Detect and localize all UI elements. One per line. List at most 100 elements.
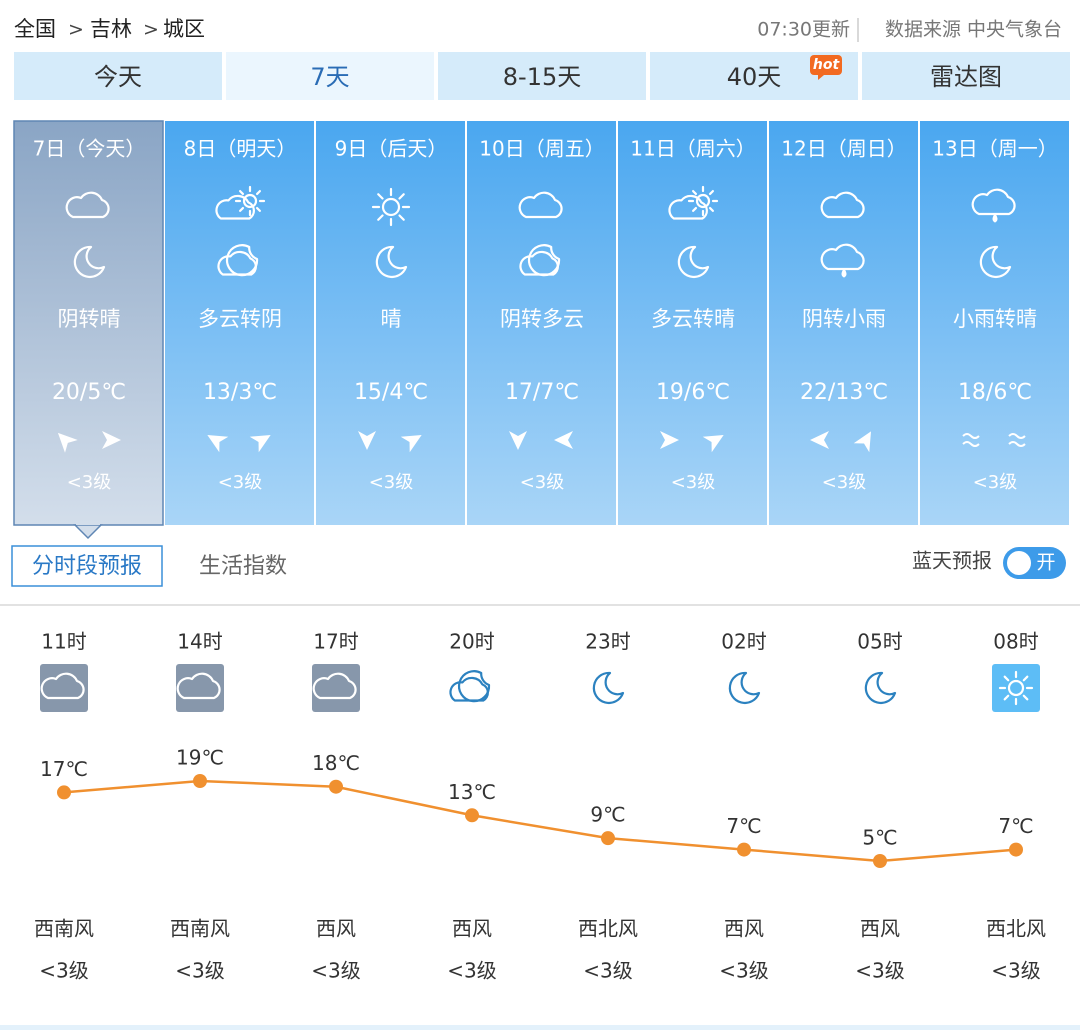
sun-ray — [398, 193, 405, 200]
temperature-label: 9℃ — [590, 803, 625, 827]
sun-ray — [1022, 694, 1029, 701]
sun-ray — [398, 214, 405, 221]
day-temp: 18/6℃ — [958, 380, 1032, 405]
hot-badge-tail — [818, 75, 824, 80]
cloud-shape — [65, 191, 110, 219]
wind-wave — [962, 433, 980, 439]
sun-ray — [377, 214, 384, 221]
subtab-active[interactable] — [11, 545, 163, 587]
wind-wave — [962, 441, 980, 447]
day-wind: <3级 — [671, 472, 716, 493]
day-weather: 阴转小雨 — [802, 307, 886, 331]
day-card[interactable] — [165, 121, 314, 525]
tab-label: 今天 — [94, 63, 142, 91]
wind-arrow — [400, 435, 422, 453]
day-card[interactable] — [13, 120, 164, 526]
wind-arrow — [207, 435, 229, 453]
moon-shape — [375, 245, 408, 279]
day-wind: <3级 — [822, 472, 867, 493]
icon-box — [176, 664, 224, 712]
blue-sky-label: 蓝天预报 — [912, 549, 992, 573]
hour-wind-direction: 西风 — [316, 917, 356, 941]
wind-arrow — [810, 431, 829, 449]
temperature-label: 5℃ — [862, 826, 897, 850]
tab[interactable] — [226, 52, 434, 100]
hour-label: 05时 — [857, 630, 902, 654]
day-card[interactable] — [467, 121, 616, 525]
hour-label: 08时 — [993, 630, 1038, 654]
cloud-shape — [519, 250, 559, 276]
wind-arrow — [853, 431, 871, 453]
breadcrumb-item: 全国 — [14, 17, 56, 41]
tab-label: 雷达图 — [930, 63, 1002, 91]
day-wind: <3级 — [369, 472, 414, 493]
hour-wind-level: <3级 — [583, 959, 632, 983]
breadcrumb-separator: > — [68, 19, 84, 41]
hour-wind-level: <3级 — [175, 959, 224, 983]
temperature-label: 17℃ — [40, 757, 88, 781]
cloud-shape — [449, 676, 489, 702]
icon-box — [40, 664, 88, 712]
cloud-shape — [668, 194, 708, 220]
day-card[interactable] — [769, 121, 918, 525]
toggle-text: 开 — [1036, 552, 1055, 574]
day-temp: 17/7℃ — [505, 380, 579, 405]
hour-wind-direction: 西南风 — [170, 917, 230, 941]
wind-wave — [1008, 441, 1026, 447]
temperature-point — [737, 842, 751, 857]
breadcrumb-item: 城区 — [163, 17, 205, 41]
day-weather: 小雨转晴 — [953, 307, 1037, 331]
day-weather: 晴 — [381, 307, 402, 331]
rain-drop — [992, 213, 998, 223]
day-wind: <3级 — [67, 472, 112, 493]
hour-wind-direction: 西北风 — [578, 917, 638, 941]
hour-label: 14时 — [177, 630, 222, 654]
day-date: 8日（明天） — [184, 137, 297, 161]
tab[interactable] — [862, 52, 1070, 100]
tab[interactable] — [438, 52, 646, 100]
hour-wind-level: <3级 — [991, 959, 1040, 983]
temperature-point — [465, 808, 479, 823]
breadcrumb-separator: > — [143, 19, 159, 41]
breadcrumb-item: 吉林 — [90, 17, 132, 41]
sun-shape — [1007, 679, 1025, 697]
cloud-shape — [40, 672, 85, 700]
sun-ray — [1003, 675, 1010, 682]
hour-label: 23时 — [585, 630, 630, 654]
temperature-line — [63, 779, 1017, 863]
cloud-shape — [217, 250, 257, 276]
moon-shape — [864, 671, 897, 705]
sun-ray — [255, 206, 261, 212]
sun-shape — [242, 193, 258, 209]
update-time: 07:30更新 — [757, 19, 850, 41]
day-card[interactable] — [618, 121, 767, 525]
subtab-label: 分时段预报 — [32, 554, 142, 579]
hour-label: 17时 — [313, 630, 358, 654]
hour-wind-level: <3级 — [855, 959, 904, 983]
moon-shape — [728, 671, 761, 705]
sun-shape — [381, 197, 401, 217]
toggle-knob — [1007, 551, 1031, 575]
temperature-label: 7℃ — [998, 814, 1033, 838]
day-wind: <3级 — [218, 472, 263, 493]
wind-arrow — [660, 431, 679, 449]
day-date: 9日（后天） — [335, 137, 448, 161]
subtab-label: 生活指数 — [199, 554, 287, 579]
day-weather: 阴转多云 — [500, 307, 584, 331]
day-temp: 22/13℃ — [800, 380, 888, 405]
day-card[interactable] — [920, 121, 1069, 525]
wind-arrow — [358, 431, 376, 450]
day-weather: 阴转晴 — [58, 307, 121, 331]
hot-badge — [810, 55, 842, 75]
hour-wind-level: <3级 — [719, 959, 768, 983]
wind-arrow — [102, 431, 121, 449]
tab-label: 40天 — [727, 63, 782, 91]
tab[interactable] — [14, 52, 222, 100]
moon-shape — [592, 671, 625, 705]
hour-wind-level: <3级 — [39, 959, 88, 983]
hour-wind-direction: 西风 — [860, 917, 900, 941]
sun-shape — [695, 193, 711, 209]
cloud-shape — [215, 194, 255, 220]
sun-ray — [708, 206, 714, 212]
